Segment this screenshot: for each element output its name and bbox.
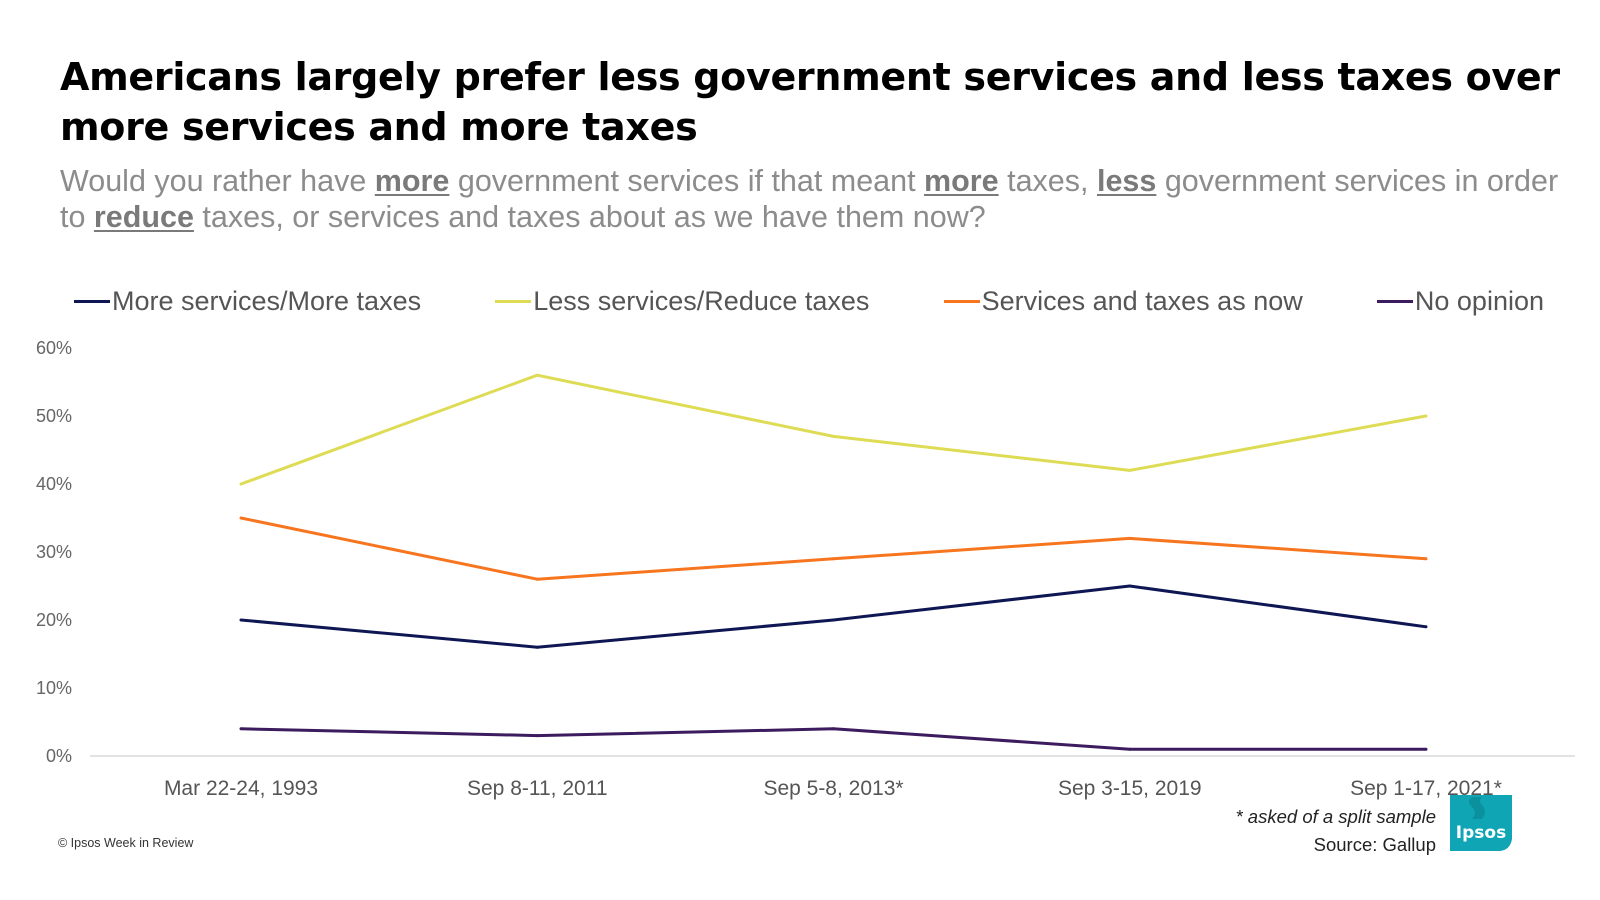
y-tick-label: 0% — [46, 746, 72, 766]
subtitle-text: taxes, — [998, 164, 1097, 198]
subtitle-text: government services in order to — [60, 164, 1559, 234]
data-point — [832, 618, 835, 622]
x-axis-tick-labels: Mar 22-24, 1993 Sep 8-11, 2011 Sep 5-8, 20… — [164, 777, 1502, 800]
data-point — [1128, 584, 1132, 588]
subtitle-text: government services if that meant — [449, 164, 925, 198]
data-point — [535, 577, 539, 581]
legend-swatch — [74, 299, 110, 303]
legend-label: More services/More taxes — [112, 285, 422, 316]
y-tick-label: 10% — [36, 678, 72, 698]
subtitle-emphasis: more — [924, 164, 999, 198]
y-tick-label: 60% — [36, 338, 72, 358]
legend-item: More services/More taxes — [74, 286, 421, 317]
legend-label: Services and taxes as now — [981, 285, 1303, 316]
copyright-note: © Ipsos Week in Review — [58, 836, 194, 850]
data-point — [239, 516, 243, 520]
data-point — [1128, 747, 1132, 751]
x-tick-label: Sep 1-17, 2021* — [1350, 777, 1502, 800]
subtitle-text: Would you rather have — [60, 164, 375, 198]
y-tick-label: 20% — [36, 610, 72, 630]
data-point — [1424, 747, 1428, 751]
series-line-4 — [240, 727, 1426, 751]
y-tick-label: 50% — [36, 406, 72, 426]
data-point — [1424, 625, 1428, 629]
data-point — [832, 727, 835, 731]
split-sample-footnote: * asked of a split sample — [1235, 806, 1436, 827]
data-point — [1424, 414, 1428, 418]
series-lines — [239, 373, 1428, 751]
ipsos-logo: Ipsos — [1448, 793, 1514, 853]
x-tick-label: Sep 3-15, 2019 — [1058, 777, 1202, 800]
series-line-1 — [240, 584, 1427, 649]
data-point — [832, 557, 835, 561]
y-axis-tick-labels: 0% 10% 20% 30% 40% 50% 60% — [36, 338, 72, 766]
series-line-3 — [240, 516, 1427, 581]
data-point — [832, 434, 835, 438]
ipsos-logo-shape-icon — [1450, 795, 1512, 851]
data-point — [239, 727, 243, 731]
data-point — [535, 734, 539, 738]
legend-label: Less services/Reduce taxes — [533, 285, 870, 316]
subtitle-emphasis: reduce — [93, 200, 194, 234]
legend-item: Less services/Reduce taxes — [495, 286, 869, 317]
data-point — [1424, 557, 1428, 561]
data-point — [1128, 536, 1132, 540]
legend-swatch — [495, 299, 532, 303]
source-note: Source: Gallup — [1313, 834, 1436, 855]
data-point — [239, 482, 243, 486]
y-tick-label: 30% — [36, 542, 72, 562]
chart-title: Americans largely prefer less government… — [60, 55, 1560, 149]
legend-item: Services and taxes as now — [943, 285, 1303, 317]
data-point — [535, 645, 539, 649]
y-tick-label: 40% — [36, 474, 72, 494]
x-tick-label: Sep 5-8, 2013* — [763, 777, 903, 800]
x-tick-label: Sep 8-11, 2011 — [467, 777, 608, 800]
ipsos-logo-text: Ipsos — [1455, 823, 1507, 843]
data-point — [535, 373, 539, 377]
data-point — [239, 618, 243, 622]
chart-subtitle: Would you rather have more government se… — [60, 163, 1560, 235]
x-tick-label: Mar 22-24, 1993 — [164, 777, 318, 800]
data-point — [1128, 468, 1132, 472]
legend-swatch — [943, 299, 980, 303]
legend-item: No opinion — [1376, 285, 1544, 317]
series-line-2 — [240, 373, 1427, 486]
chart-legend: More services/More taxes Less services/Re… — [74, 286, 1544, 316]
legend-swatch — [1376, 299, 1413, 303]
subtitle-emphasis: less — [1096, 164, 1157, 198]
subtitle-text: taxes, or services and taxes about as we… — [193, 200, 986, 234]
subtitle-emphasis: more — [374, 164, 450, 198]
legend-label: No opinion — [1414, 285, 1544, 316]
